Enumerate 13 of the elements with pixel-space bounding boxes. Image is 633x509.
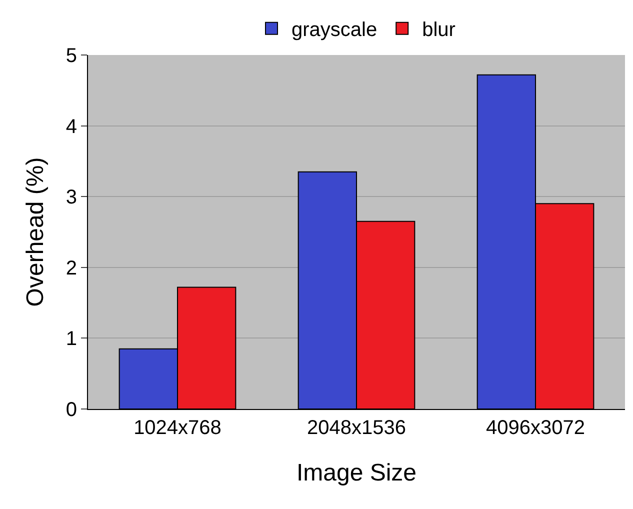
x-tick-label: 1024x768 <box>134 417 222 439</box>
x-tick-label: 2048x1536 <box>307 417 406 439</box>
legend-label: grayscale <box>292 19 378 42</box>
y-tick-label: 2 <box>66 257 77 280</box>
y-tick-label: 5 <box>66 45 77 67</box>
y-tick-label: 4 <box>66 116 77 138</box>
y-axis-title: Overhead (%) <box>22 157 49 307</box>
y-tick-label: 0 <box>66 399 77 421</box>
x-axis-title: Image Size <box>296 459 417 486</box>
y-tick-label: 3 <box>66 186 77 209</box>
x-tick-label: 4096x3072 <box>486 417 585 439</box>
legend-label: blur <box>422 19 456 42</box>
y-tick-label: 1 <box>66 328 77 350</box>
